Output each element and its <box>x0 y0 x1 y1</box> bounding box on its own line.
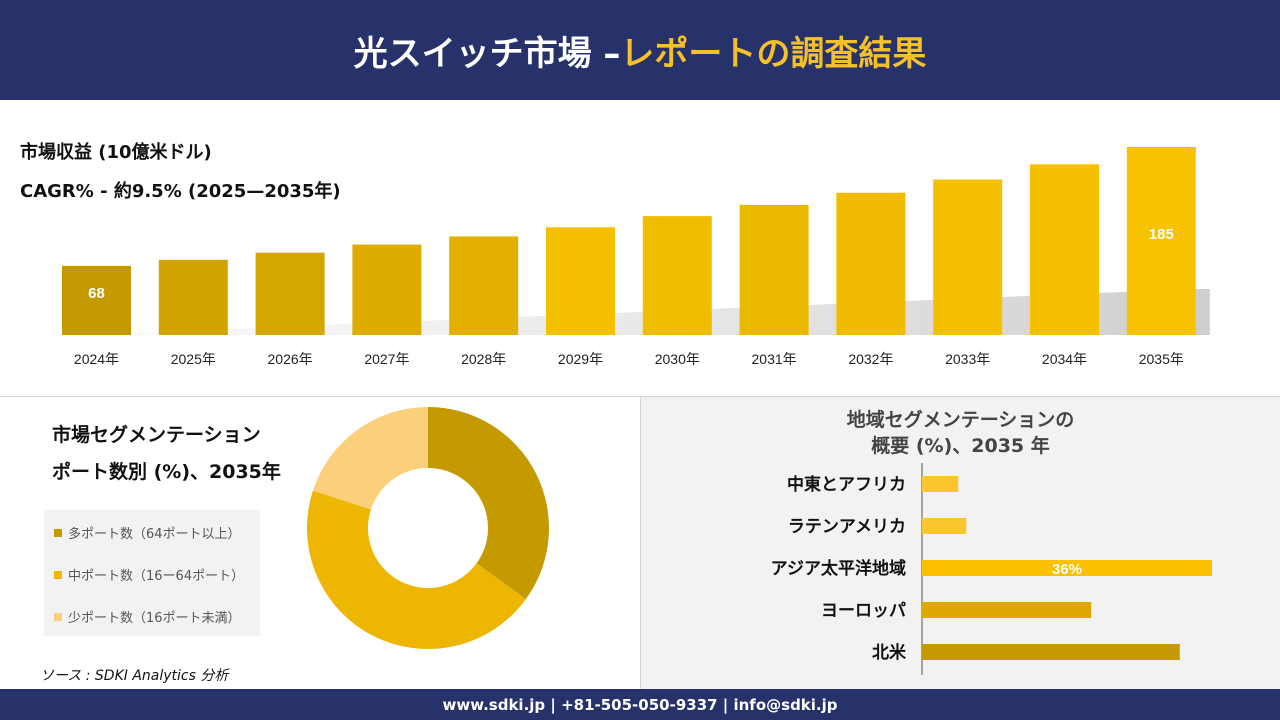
y-tick-label: 北米 <box>872 642 907 662</box>
legend-item: 多ポート数（64ポート以上） <box>54 523 241 542</box>
legend-swatch <box>54 570 62 579</box>
revenue-bar <box>546 227 615 335</box>
revenue-bar <box>449 236 519 335</box>
revenue-bar <box>1126 147 1196 335</box>
x-tick-label: 2032年 <box>848 351 893 367</box>
region-bar <box>922 644 1180 660</box>
revenue-bar <box>62 265 131 335</box>
revenue-bar <box>352 244 422 335</box>
data-label: 185 <box>1149 226 1174 243</box>
revenue-bar <box>1030 164 1099 335</box>
donut-data-label: 45% <box>334 636 364 653</box>
x-tick-label: 2033年 <box>945 351 990 367</box>
revenue-bar <box>933 179 1003 335</box>
x-tick-label: 2024年 <box>74 351 119 367</box>
region-panel: 地域セグメンテーションの 概要 (%)、2035 年 中東とアフリカ ラテンアメリ… <box>641 397 1280 689</box>
x-tick-label: 2028年 <box>461 351 506 367</box>
revenue-bar <box>836 192 906 335</box>
footer-contact: www.sdki.jp | +81-505-050-9337 | info@sd… <box>0 689 1280 720</box>
revenue-bar-chart: 2024年 2025年 2026年 2027年 2028年 2029年 2030年 2031年… <box>62 147 1210 367</box>
region-data-label: 36% <box>1052 561 1082 578</box>
legend-label: 少ポート数（16ポート未満） <box>68 611 241 626</box>
x-tick-label: 2034年 <box>1042 351 1087 367</box>
revenue-bar <box>739 204 809 335</box>
revenue-bar <box>642 216 712 335</box>
horizontal-divider <box>0 396 1280 397</box>
x-tick-label: 2030年 <box>655 351 700 367</box>
legend-item: 中ポート数（16ー64ポート） <box>54 565 244 584</box>
y-tick-label: ラテンアメリカ <box>788 517 906 536</box>
revenue-bar <box>255 252 325 335</box>
legend-swatch <box>54 612 62 621</box>
donut-slice <box>306 490 526 649</box>
region-bar <box>922 602 1092 618</box>
cagr-label: CAGR% - 約9.5% (2025—2035年) <box>20 181 341 202</box>
x-tick-label: 2029年 <box>558 351 603 367</box>
x-tick-label: 2031年 <box>752 351 797 367</box>
x-tick-label: 2026年 <box>268 351 313 367</box>
x-tick-label: 2025年 <box>171 351 216 367</box>
page-title-highlight: レポートの調査結果 <box>620 33 927 74</box>
donut-slice <box>312 407 428 510</box>
vertical-divider <box>640 397 641 689</box>
donut-slice <box>428 407 549 600</box>
header-banner: 光スイッチ市場 – レポートの調査結果 <box>0 0 1280 100</box>
legend-item: 少ポート数（16ポート未満） <box>54 607 241 626</box>
legend-swatch <box>54 528 62 537</box>
revenue-bar <box>158 259 228 335</box>
y-tick-label: アジア太平洋地域 <box>771 558 906 578</box>
y-tick-label: 中東とアフリカ <box>787 474 906 494</box>
source-note: ソース : SDKI Analytics 分析 <box>40 668 229 684</box>
region-bar <box>922 476 959 492</box>
region-title-line2: 概要 (%)、2035 年 <box>871 435 1050 457</box>
region-bar <box>922 560 1212 576</box>
region-title-line1: 地域セグメンテーションの <box>846 409 1075 431</box>
segment-panel: 市場セグメンテーション ポート数別 (%)、2035年 多ポート数（64ポート以… <box>0 397 640 689</box>
region-bar <box>922 518 967 534</box>
revenue-chart-panel: 市場収益 (10億米ドル) CAGR% - 約9.5% (2025—2035年)… <box>0 100 1280 396</box>
page-title: 光スイッチ市場 – <box>353 33 621 74</box>
segment-title-line2: ポート数別 (%)、2035年 <box>52 461 281 483</box>
y-tick-label: ヨーロッパ <box>821 601 906 620</box>
legend-label: 中ポート数（16ー64ポート） <box>68 569 245 584</box>
x-tick-label: 2035年 <box>1139 351 1184 367</box>
legend-label: 多ポート数（64ポート以上） <box>68 527 241 542</box>
segment-title-line1: 市場セグメンテーション <box>52 424 261 446</box>
data-label: 68 <box>88 285 105 302</box>
segment-donut-chart: 45% <box>306 407 549 653</box>
x-tick-label: 2027年 <box>364 351 409 367</box>
revenue-label: 市場収益 (10億米ドル) <box>20 142 212 163</box>
segment-legend: 多ポート数（64ポート以上） 中ポート数（16ー64ポート） 少ポート数（16ポ… <box>44 510 260 636</box>
